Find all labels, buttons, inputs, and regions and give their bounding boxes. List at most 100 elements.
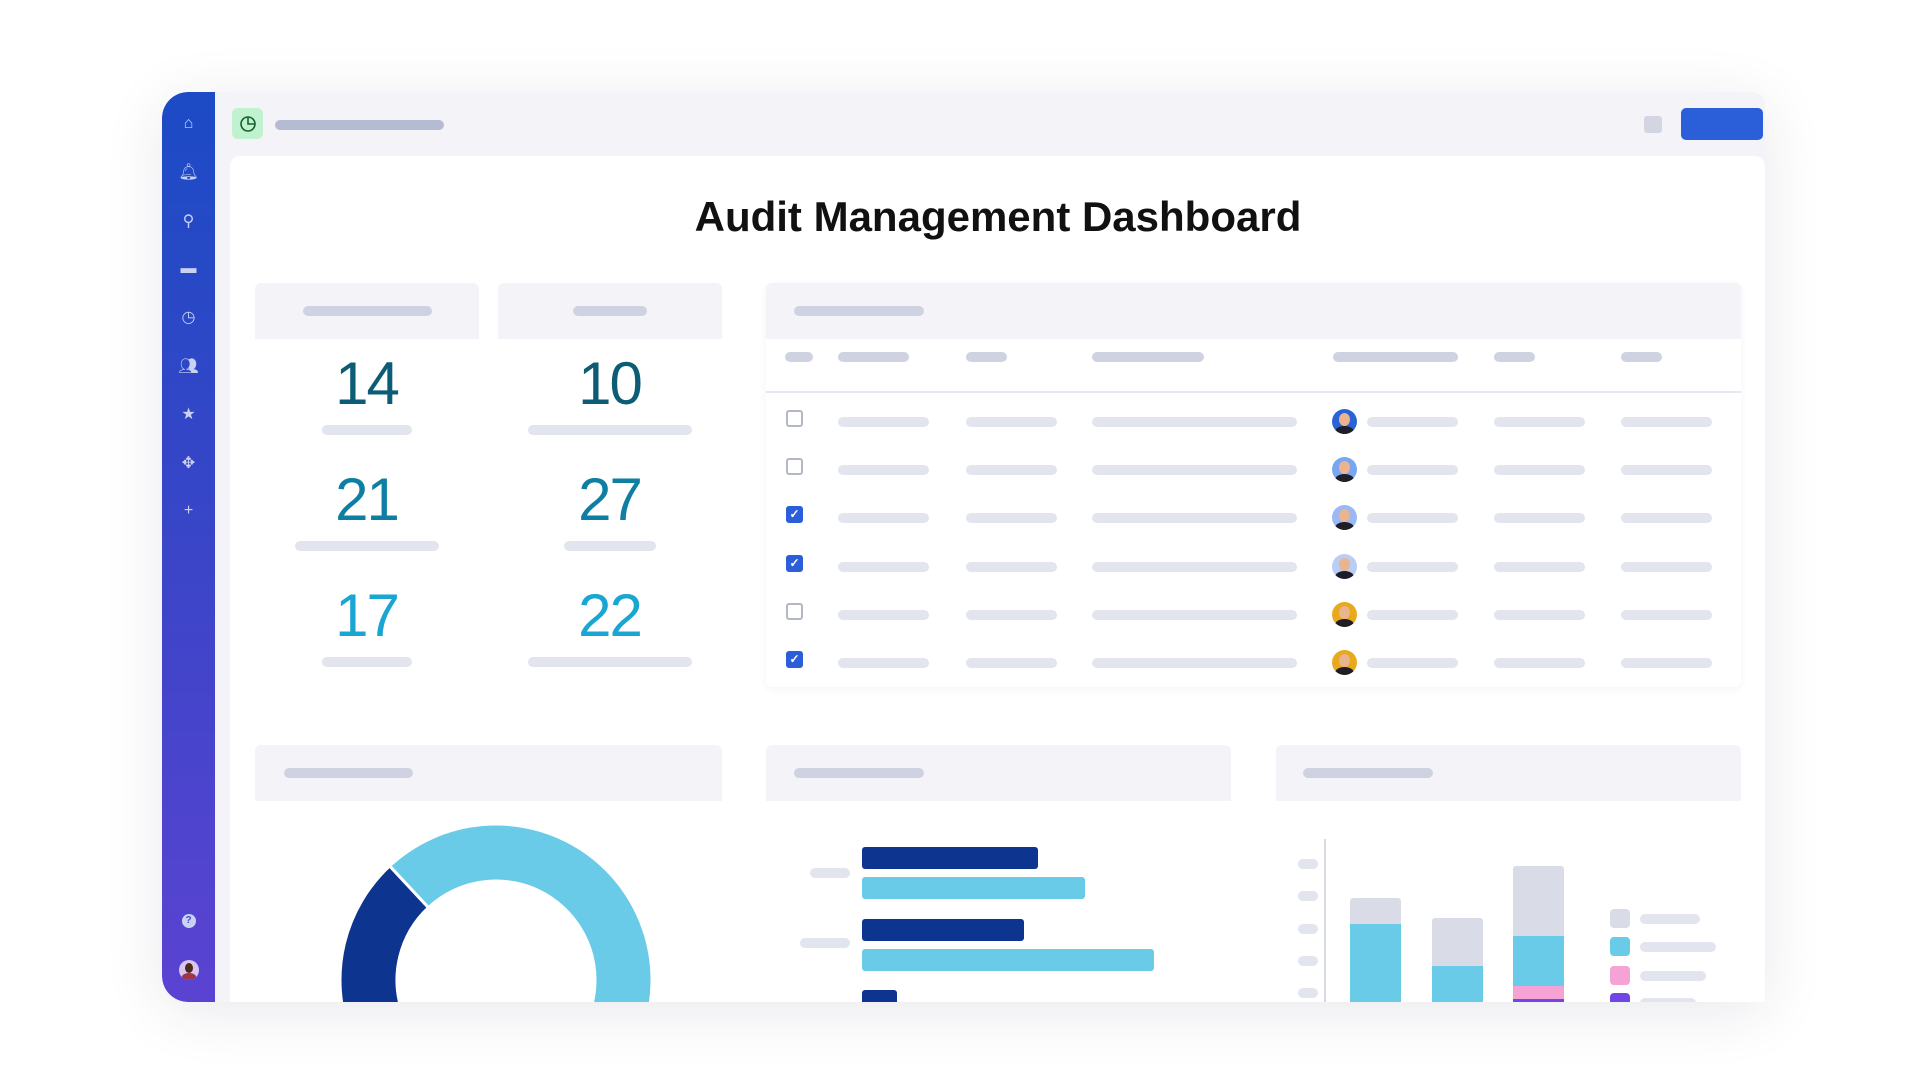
column-header-placeholder[interactable]: [1092, 352, 1204, 362]
horizontal-bar: [862, 949, 1154, 971]
horizontal-bar: [862, 877, 1085, 899]
cell-placeholder: [838, 465, 929, 475]
stacked-bar-segment: [1432, 918, 1483, 966]
cell-placeholder: [1092, 658, 1297, 668]
stat-value: 27: [578, 466, 643, 533]
cell-placeholder: [1092, 465, 1297, 475]
y-axis-tick-label: [1298, 891, 1318, 901]
bar-category-label: [810, 868, 850, 878]
clock-icon[interactable]: ◷: [181, 309, 196, 326]
legend-swatch: [1610, 937, 1630, 956]
cell-placeholder: [966, 417, 1057, 427]
cell-placeholder: [966, 610, 1057, 620]
plus-icon[interactable]: +: [183, 502, 194, 519]
row-checkbox[interactable]: [786, 410, 803, 427]
bell-icon[interactable]: 🔔︎: [178, 164, 199, 181]
stat-label-placeholder: [528, 657, 692, 667]
assignee-avatar[interactable]: [1332, 505, 1357, 530]
row-checkbox[interactable]: [786, 603, 803, 620]
column-header-placeholder[interactable]: [785, 352, 813, 362]
y-axis-tick-label: [1298, 924, 1318, 934]
cell-placeholder: [966, 465, 1057, 475]
stacked-bar-segment: [1432, 966, 1483, 1002]
stacked-bar-segment: [1513, 866, 1564, 936]
primary-action-button[interactable]: [1681, 108, 1763, 140]
apps-grid-icon[interactable]: [162, 860, 215, 884]
search-icon[interactable]: ⚲: [182, 213, 195, 230]
column-header-placeholder[interactable]: [1494, 352, 1535, 362]
cell-placeholder: [1621, 513, 1712, 523]
stat-label-placeholder: [528, 425, 692, 435]
panel-title-placeholder: [794, 768, 924, 778]
legend-label: [1640, 914, 1700, 924]
legend-swatch: [1610, 966, 1630, 985]
legend-swatch: [1610, 909, 1630, 928]
cell-placeholder: [838, 610, 929, 620]
column-header-placeholder[interactable]: [966, 352, 1007, 362]
cell-placeholder: [1621, 417, 1712, 427]
home-icon[interactable]: ⌂: [183, 115, 194, 132]
integrations-icon[interactable]: ✥: [181, 455, 196, 472]
help-icon[interactable]: ?: [162, 909, 215, 933]
stat-value: 10: [578, 350, 643, 417]
user-avatar[interactable]: [162, 958, 215, 982]
cell-placeholder: [1494, 417, 1585, 427]
stacked-bar-segment: [1350, 924, 1401, 1002]
y-axis-tick-label: [1298, 988, 1318, 998]
horizontal-bar: [862, 990, 897, 1002]
table-header: [766, 283, 1741, 339]
cell-placeholder: [1367, 465, 1458, 475]
row-checkbox[interactable]: [786, 458, 803, 475]
star-icon[interactable]: ★: [181, 406, 196, 423]
stat-label-placeholder: [295, 541, 439, 551]
cell-placeholder: [838, 562, 929, 572]
assignee-avatar[interactable]: [1332, 409, 1357, 434]
legend-swatch: [1610, 993, 1630, 1002]
cell-placeholder: [1092, 562, 1297, 572]
column-header-placeholder[interactable]: [1621, 352, 1662, 362]
stat-value: 22: [578, 582, 643, 649]
donut-chart: [338, 822, 654, 1002]
breadcrumb-placeholder: [275, 120, 444, 130]
pie-chart-icon: [239, 115, 256, 132]
stat-value: 17: [335, 582, 400, 649]
stacked-bar-segment: [1513, 999, 1564, 1002]
assignee-avatar[interactable]: [1332, 602, 1357, 627]
cell-placeholder: [838, 417, 929, 427]
cell-placeholder: [1367, 562, 1458, 572]
y-axis-tick-label: [1298, 956, 1318, 966]
app-icon[interactable]: [232, 108, 263, 139]
people-icon[interactable]: 👥︎: [178, 358, 199, 375]
panel-title-placeholder: [1303, 768, 1433, 778]
assignee-avatar[interactable]: [1332, 650, 1357, 675]
cell-placeholder: [1494, 513, 1585, 523]
legend-label: [1640, 942, 1716, 952]
legend-label: [1640, 998, 1696, 1002]
column-header-placeholder[interactable]: [838, 352, 909, 362]
cell-placeholder: [1367, 658, 1458, 668]
table-title-placeholder: [794, 306, 924, 316]
page-title: Audit Management Dashboard: [694, 193, 1302, 240]
stacked-bar-segment: [1350, 898, 1401, 924]
cell-placeholder: [966, 658, 1057, 668]
stat-label-placeholder: [322, 657, 412, 667]
row-checkbox[interactable]: ✓: [786, 651, 803, 668]
cell-placeholder: [1092, 513, 1297, 523]
cell-placeholder: [966, 513, 1057, 523]
panel-title-placeholder: [284, 768, 413, 778]
cell-placeholder: [1092, 610, 1297, 620]
column-header-placeholder[interactable]: [1333, 352, 1458, 362]
row-checkbox[interactable]: ✓: [786, 555, 803, 572]
assignee-avatar[interactable]: [1332, 457, 1357, 482]
row-checkbox[interactable]: ✓: [786, 506, 803, 523]
stacked-bar-segment: [1513, 986, 1564, 999]
stat-label-placeholder: [322, 425, 412, 435]
settings-square-button[interactable]: [1644, 116, 1662, 133]
folder-icon[interactable]: ▬: [180, 260, 197, 277]
stat-header-placeholder: [303, 306, 432, 316]
assignee-avatar[interactable]: [1332, 554, 1357, 579]
legend-label: [1640, 971, 1706, 981]
stat-label-placeholder: [564, 541, 656, 551]
cell-placeholder: [1494, 610, 1585, 620]
sidebar: ⌂ 🔔︎ ⚲ ▬ ◷ 👥︎ ★ ✥ +?: [162, 92, 215, 1002]
